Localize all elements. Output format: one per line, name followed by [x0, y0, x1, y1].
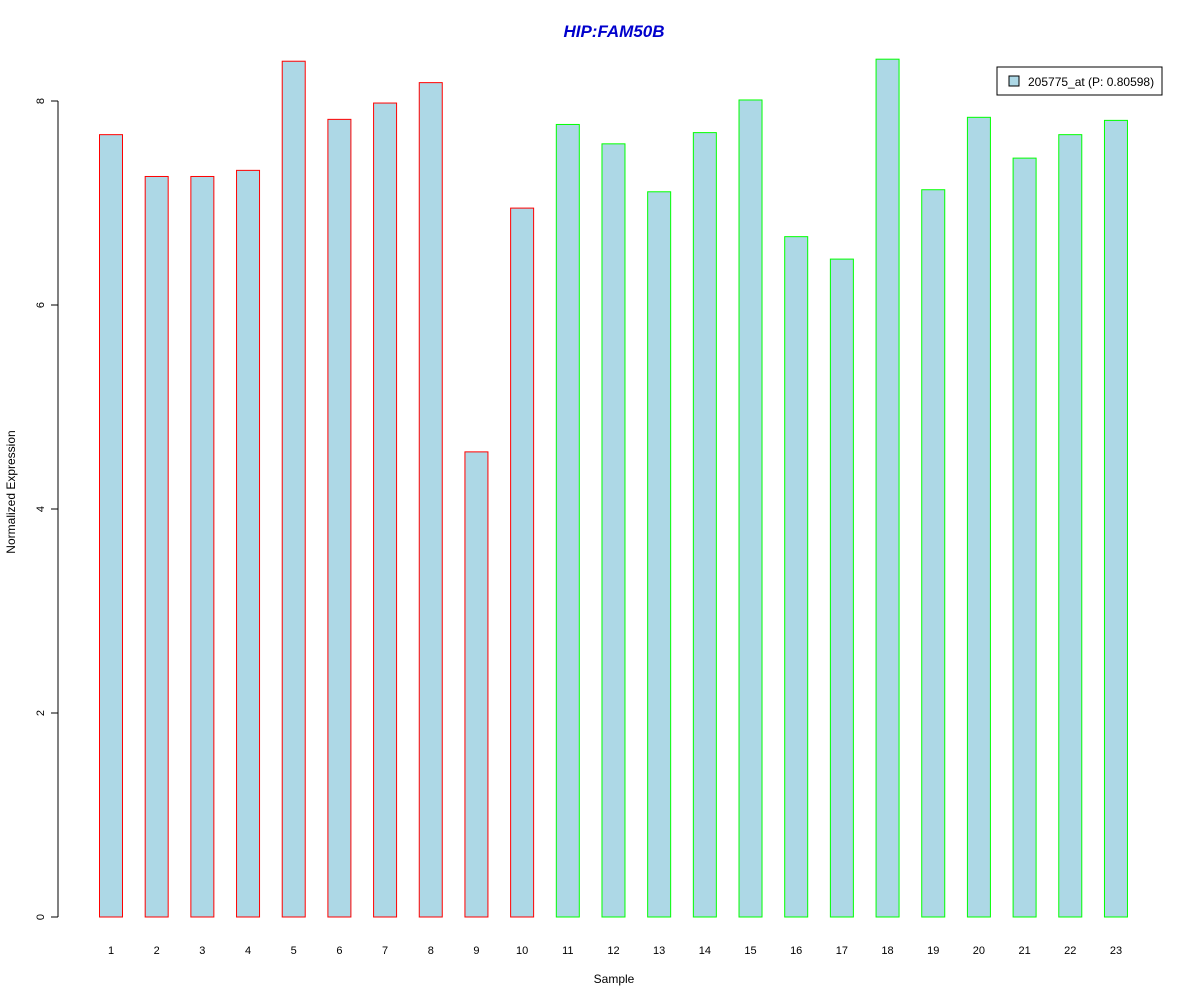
x-axis-label: Sample [594, 972, 635, 986]
x-tick-label: 15 [744, 945, 756, 957]
chart-title: HIP:FAM50B [563, 22, 664, 41]
legend-box [996, 66, 1163, 96]
bar-sample-15 [738, 99, 763, 918]
x-tick-label: 14 [699, 945, 711, 957]
bar-sample-11 [555, 123, 580, 918]
bar-sample-12 [601, 143, 626, 918]
bar-sample-21 [1012, 157, 1037, 918]
bar-sample-17 [829, 258, 854, 918]
bar-sample-22 [1058, 134, 1083, 918]
x-tick-label: 12 [607, 945, 619, 957]
x-tick-label: 6 [336, 945, 342, 957]
x-tick-label: 11 [562, 945, 573, 957]
x-tick-label: 9 [473, 945, 479, 957]
bar-sample-6 [327, 118, 352, 918]
bar-sample-2 [144, 175, 169, 918]
bar-sample-18 [875, 58, 900, 918]
x-tick-labels: 1 2 3 4 5 6 7 8 9 10 11 12 13 14 15 16 17 18 19 20 21 22 23 [108, 945, 1122, 957]
bar-sample-3 [190, 175, 215, 918]
bar-sample-1 [99, 134, 123, 918]
legend-label: 205775_at (P: 0.80598) [1028, 75, 1154, 89]
x-tick-label: 16 [790, 945, 802, 957]
x-tick-label: 10 [516, 945, 528, 957]
x-tick-label: 23 [1110, 945, 1122, 957]
y-tick-label: 8 [35, 98, 47, 104]
x-tick-label: 5 [291, 945, 297, 957]
x-tick-label: 1 [108, 945, 114, 957]
y-axis-label: Normalized Expression [4, 430, 18, 553]
x-tick-label: 22 [1064, 945, 1076, 957]
x-tick-label: 20 [973, 945, 985, 957]
x-tick-label: 21 [1018, 945, 1030, 957]
bar-sample-19 [921, 189, 946, 918]
legend: 205775_at (P: 0.80598) [996, 66, 1163, 96]
y-axis: 0 2 4 6 8 [35, 98, 59, 920]
bar-sample-10 [510, 207, 535, 918]
bar-sample-14 [692, 132, 717, 918]
bar-sample-4 [236, 169, 261, 918]
x-tick-label: 4 [245, 945, 251, 957]
x-tick-label: 17 [836, 945, 848, 957]
x-tick-label: 3 [199, 945, 205, 957]
y-tick-label: 0 [35, 914, 47, 920]
y-tick-label: 2 [35, 710, 47, 716]
x-tick-label: 19 [927, 945, 939, 957]
x-tick-label: 13 [653, 945, 665, 957]
bar-sample-7 [373, 102, 398, 918]
bar-sample-8 [418, 82, 443, 918]
x-tick-label: 7 [382, 945, 388, 957]
x-tick-label: 2 [154, 945, 160, 957]
bar-sample-5 [281, 60, 306, 918]
bar-sample-9 [464, 451, 489, 918]
legend-swatch [1008, 75, 1020, 87]
y-tick-label: 6 [35, 302, 47, 308]
bar-sample-13 [647, 191, 672, 918]
bar-sample-23 [1103, 119, 1128, 918]
x-tick-label: 18 [881, 945, 893, 957]
bars [99, 58, 1128, 918]
bar-sample-20 [966, 116, 991, 918]
bar-sample-16 [784, 236, 809, 918]
x-tick-label: 8 [428, 945, 434, 957]
y-tick-label: 4 [35, 506, 47, 512]
